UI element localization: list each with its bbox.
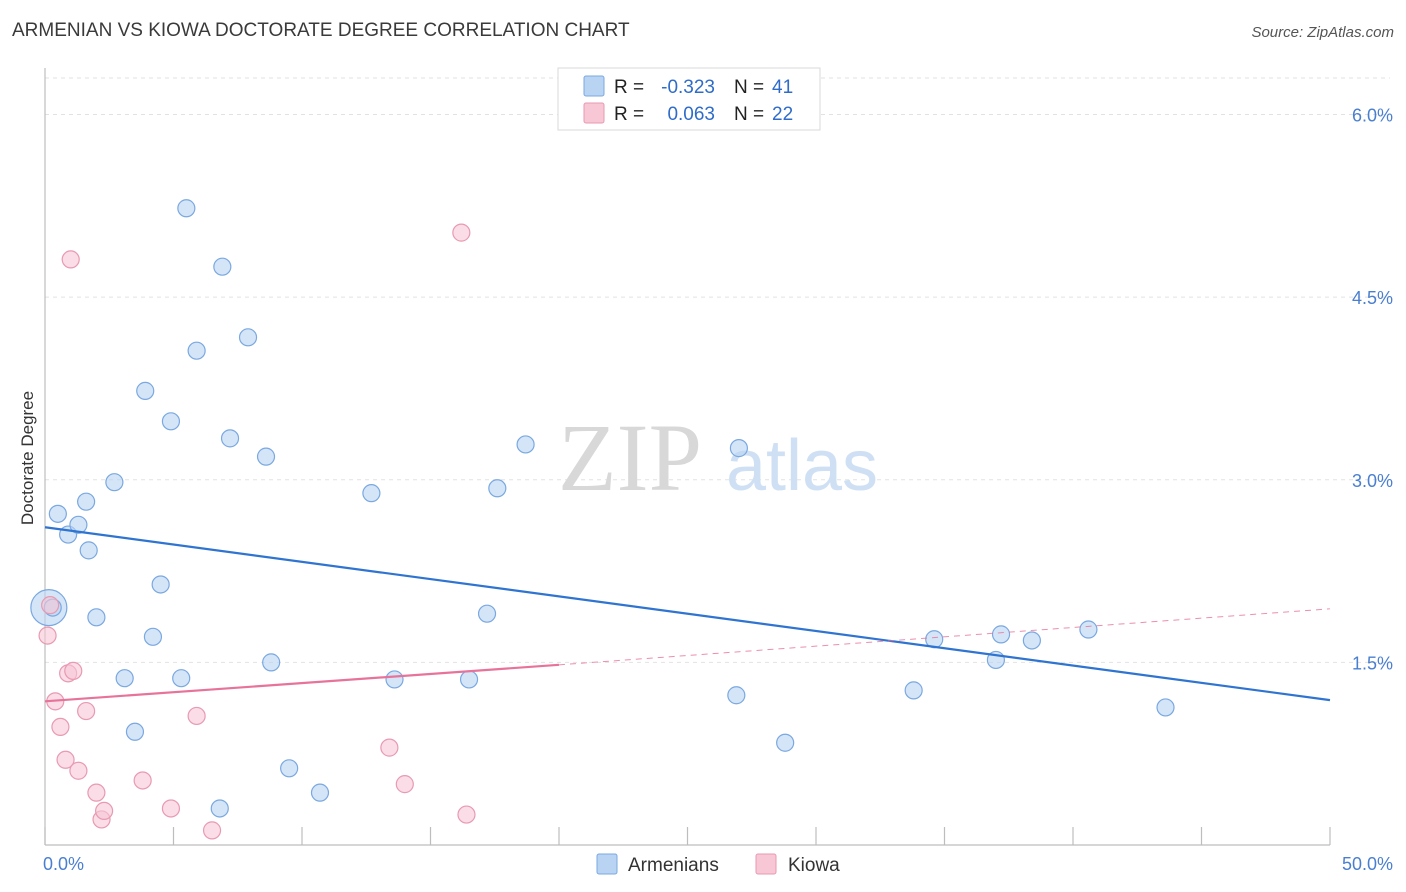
data-point bbox=[69, 515, 88, 534]
data-point bbox=[77, 701, 96, 721]
y-tick-label: 6.0% bbox=[1352, 106, 1393, 126]
legend-swatch-armenians bbox=[583, 75, 605, 97]
legend-n-value-armenians: 41 bbox=[772, 77, 793, 98]
data-point bbox=[459, 670, 479, 689]
data-point bbox=[143, 627, 163, 646]
bottom-legend-swatch-armenians bbox=[596, 853, 618, 875]
data-point bbox=[904, 681, 923, 700]
legend-r-label-kiowa: R = bbox=[614, 104, 644, 125]
y-tick-label: 4.5% bbox=[1352, 288, 1393, 308]
data-point bbox=[64, 661, 83, 681]
data-point bbox=[380, 738, 399, 757]
source-credit: Source: ZipAtlas.com bbox=[1251, 24, 1394, 41]
data-point bbox=[77, 492, 96, 511]
data-point bbox=[729, 439, 749, 458]
data-point bbox=[136, 381, 155, 400]
data-point bbox=[457, 805, 476, 824]
legend-n-label-kiowa: N = bbox=[734, 104, 764, 125]
data-point bbox=[213, 257, 232, 276]
data-point bbox=[87, 608, 106, 627]
data-point bbox=[395, 775, 414, 794]
data-point bbox=[210, 799, 229, 818]
legend-r-value-armenians: -0.323 bbox=[661, 77, 715, 98]
legend-n-value-kiowa: 22 bbox=[772, 104, 793, 125]
legend-swatch-kiowa bbox=[583, 102, 605, 124]
data-point bbox=[172, 669, 191, 688]
data-point bbox=[991, 625, 1011, 644]
data-point bbox=[238, 328, 258, 347]
data-point bbox=[202, 821, 222, 840]
x-tick-label-max: 50.0% bbox=[1342, 854, 1393, 874]
data-point bbox=[56, 750, 75, 769]
data-point bbox=[95, 801, 114, 821]
legend: R = -0.323 N = 41 R = 0.063 N = 22 bbox=[557, 67, 821, 131]
data-point bbox=[38, 626, 57, 645]
data-point bbox=[79, 541, 98, 560]
data-point bbox=[177, 199, 196, 218]
data-point bbox=[105, 473, 124, 492]
trendline-armenians bbox=[44, 526, 1331, 702]
data-point bbox=[1022, 631, 1041, 650]
data-point bbox=[61, 250, 80, 269]
trendlines bbox=[44, 526, 1331, 703]
bottom-legend-label-armenians: Armenians bbox=[628, 855, 719, 876]
data-point bbox=[776, 733, 795, 752]
data-point bbox=[362, 484, 381, 503]
y-tick-label: 3.0% bbox=[1352, 471, 1393, 491]
data-point bbox=[477, 604, 497, 623]
data-point bbox=[187, 706, 206, 726]
data-point bbox=[1079, 620, 1098, 639]
chart-title: ARMENIAN VS KIOWA DOCTORATE DEGREE CORRE… bbox=[12, 20, 630, 41]
data-point bbox=[51, 717, 70, 737]
kiowa-points bbox=[38, 223, 476, 840]
data-point bbox=[262, 653, 281, 672]
legend-r-value-kiowa: 0.063 bbox=[667, 104, 715, 125]
data-point bbox=[41, 596, 60, 615]
watermark-zip: ZIP bbox=[558, 404, 702, 511]
legend-r-label-armenians: R = bbox=[614, 77, 644, 98]
x-tick-label-min: 0.0% bbox=[43, 854, 84, 874]
legend-n-label-armenians: N = bbox=[734, 77, 764, 98]
trendline-kiowa-extension bbox=[558, 608, 1331, 666]
data-point bbox=[161, 799, 181, 818]
gridlines: 1.5% 3.0% 4.5% 6.0% bbox=[45, 77, 1393, 673]
bottom-legend-swatch-kiowa bbox=[755, 853, 777, 875]
data-point bbox=[115, 669, 134, 688]
data-point bbox=[125, 722, 145, 741]
data-point bbox=[133, 771, 152, 790]
data-point bbox=[187, 341, 206, 360]
watermark-atlas: atlas bbox=[726, 426, 878, 506]
data-point bbox=[488, 479, 507, 498]
y-axis-label: Doctorate Degree bbox=[18, 391, 37, 525]
data-point bbox=[516, 435, 535, 454]
data-point bbox=[220, 429, 240, 448]
data-point bbox=[256, 447, 276, 466]
axes bbox=[44, 68, 1331, 846]
watermark: ZIP atlas bbox=[558, 404, 878, 511]
data-point bbox=[727, 686, 746, 705]
data-point bbox=[69, 761, 88, 780]
data-point bbox=[87, 783, 106, 802]
data-point bbox=[48, 504, 67, 523]
data-point bbox=[310, 783, 330, 802]
data-point bbox=[151, 575, 170, 594]
y-tick-label: 1.5% bbox=[1352, 653, 1393, 673]
trendline-kiowa bbox=[44, 663, 560, 703]
bottom-legend-label-kiowa: Kiowa bbox=[788, 855, 840, 876]
data-point bbox=[1156, 698, 1175, 717]
bottom-legend: Armenians Kiowa bbox=[596, 853, 840, 876]
data-point bbox=[385, 670, 404, 689]
data-point bbox=[452, 223, 471, 242]
data-point bbox=[280, 759, 299, 778]
data-point bbox=[161, 412, 181, 431]
